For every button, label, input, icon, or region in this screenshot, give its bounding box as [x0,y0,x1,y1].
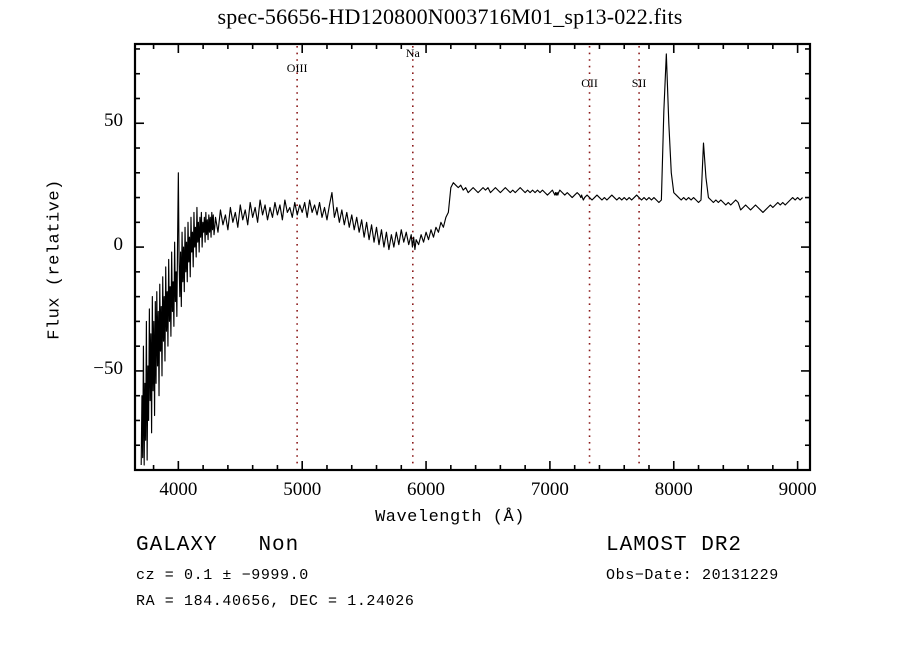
y-tick-label: 0 [113,234,124,256]
spectrum-trace [140,53,803,466]
x-tick-label: 4000 [159,479,198,500]
object-subclass: Non [258,534,300,557]
page-title: spec-56656-HD120800N003716M01_sp13-022.f… [217,4,683,29]
y-tick-label: 50 [104,110,123,132]
survey-name: LAMOST DR2 [606,534,743,557]
x-tick-label: 7000 [530,479,569,500]
x-tick-label: 5000 [283,479,322,500]
x-tick-label: 9000 [778,479,817,500]
line-marker-label: OII [581,75,598,90]
plot-frame [133,42,812,472]
redshift-line: cz = 0.1 ± −9999.0 [136,567,309,584]
line-marker-label: OIII [286,60,308,75]
coordinates-line: RA = 184.40656, DEC = 1.24026 [136,593,415,610]
y-axis-title: Flux (relative) [45,179,65,340]
object-metadata: GALAXY Non cz = 0.1 ± −9999.0 RA = 184.4… [136,534,414,619]
x-axis-title: Wavelength (Å) [375,508,525,527]
x-tick-label: 6000 [407,479,446,500]
line-markers [296,46,640,468]
object-class-line: GALAXY Non [136,534,414,557]
line-marker-label: Na [405,45,420,60]
survey-metadata: LAMOST DR2 Obs−Date: 20131229 [606,534,779,593]
obs-date-line: Obs−Date: 20131229 [606,567,779,584]
x-tick-label: 8000 [654,479,693,500]
line-marker-label: SII [631,75,647,90]
axis-ticks [135,44,810,471]
y-tick-label: −50 [93,357,123,379]
object-class: GALAXY [136,534,218,557]
